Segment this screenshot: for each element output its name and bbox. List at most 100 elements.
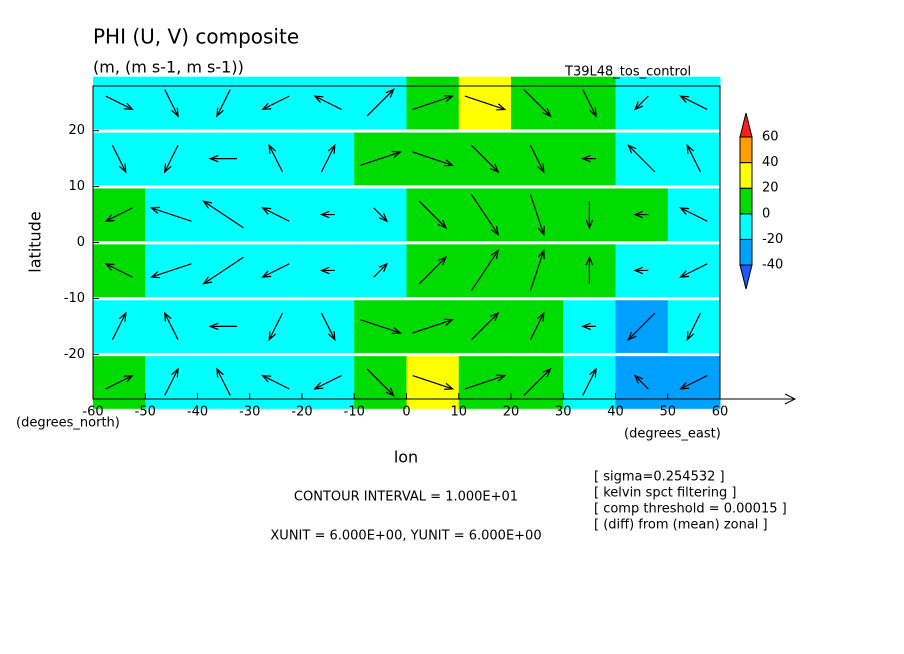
unit-note: XUNIT = 6.000E+00, YUNIT = 6.000E+00	[270, 529, 541, 544]
x-tick-label: 40	[607, 405, 624, 420]
x-tick-label: -30	[239, 405, 260, 420]
y-tick-label: -20	[64, 347, 85, 362]
colorbar-segment	[739, 136, 753, 164]
wind-vector	[320, 143, 336, 173]
wind-vector	[360, 150, 402, 166]
wind-vector	[111, 145, 127, 174]
reference-vector	[720, 393, 797, 405]
wind-vector	[412, 318, 455, 334]
note: [ comp threshold = 0.00015 ]	[594, 502, 787, 517]
wind-vector	[105, 95, 134, 111]
chart-subtitle: (m, (m s-1, m s-1))	[93, 58, 244, 77]
wind-vector	[268, 312, 284, 342]
wind-vector	[261, 374, 290, 390]
wind-vector	[149, 263, 192, 279]
wind-vector	[268, 143, 284, 173]
wind-vector	[471, 144, 500, 174]
wind-vector	[585, 255, 594, 284]
y-tick-label: 20	[68, 123, 85, 138]
x-tick-label: -20	[291, 405, 312, 420]
wind-vector	[319, 210, 335, 219]
wind-vector	[581, 154, 597, 163]
colorbar-label: 0	[762, 206, 770, 221]
wind-vector	[529, 311, 545, 340]
wind-vector	[261, 207, 290, 222]
x-tick-label: -10	[344, 405, 365, 420]
wind-vector	[373, 207, 389, 223]
wind-vector	[319, 266, 335, 275]
note: [ (diff) from (mean) zonal ]	[594, 518, 768, 533]
contour-note: CONTOUR INTERVAL = 1.000E+01	[294, 490, 518, 505]
colorbar-label: 60	[762, 130, 779, 145]
x-axis-label: lon	[394, 448, 418, 467]
wind-vector	[104, 263, 133, 278]
wind-vector	[471, 194, 500, 236]
wind-vector	[633, 95, 649, 111]
wind-vector	[582, 367, 597, 396]
note: [ sigma=0.254532 ]	[594, 470, 725, 485]
wind-vector	[627, 144, 656, 173]
wind-vector	[216, 367, 231, 396]
wind-vector	[164, 367, 179, 396]
wind-vector	[679, 263, 708, 278]
wind-vector	[208, 322, 237, 331]
x-tick-label: -40	[187, 405, 208, 420]
wind-vector	[412, 374, 455, 391]
wind-vector	[679, 375, 708, 390]
wind-vector	[412, 94, 455, 111]
wind-vector	[471, 311, 500, 341]
wind-vector	[529, 248, 545, 291]
x-tick-label: 60	[712, 405, 729, 420]
wind-vector	[585, 201, 594, 230]
y-axis-label: latitude	[26, 211, 45, 272]
x-tick-label: 0	[402, 405, 410, 420]
wind-vector	[373, 262, 389, 278]
wind-vector	[679, 95, 708, 110]
x-tick-label: 30	[555, 405, 572, 420]
wind-vector	[523, 367, 552, 396]
wind-vector	[208, 154, 237, 163]
y-unit-label: (degrees_north)	[16, 416, 120, 431]
wind-vector	[366, 88, 395, 117]
wind-vector	[686, 143, 702, 173]
wind-vector	[633, 266, 649, 275]
wind-vector	[202, 200, 244, 229]
wind-vector	[418, 200, 448, 230]
wind-vector	[163, 311, 179, 340]
x-unit-label: (degrees_east)	[624, 427, 721, 442]
colorbar-segment	[739, 162, 753, 189]
wind-vector	[105, 374, 134, 390]
colorbar-label: -40	[762, 258, 783, 273]
x-tick-label: 20	[503, 405, 520, 420]
wind-vector	[633, 210, 649, 219]
wind-vector	[627, 312, 656, 341]
wind-vector	[164, 89, 179, 118]
colorbar-segment	[739, 187, 753, 215]
wind-vector	[366, 368, 395, 397]
wind-vector	[471, 249, 500, 291]
colorbar-label: -20	[762, 232, 783, 247]
wind-vector	[111, 311, 127, 340]
colorbar-label: 40	[762, 155, 779, 170]
wind-vector	[464, 374, 507, 390]
wind-vector	[633, 374, 649, 390]
chart-title: PHI (U, V) composite	[93, 25, 299, 49]
wind-vector	[412, 151, 455, 167]
wind-vector	[261, 95, 290, 111]
x-tick-label: 10	[450, 405, 467, 420]
colorbar-segment	[739, 264, 753, 290]
wind-vector	[529, 145, 545, 174]
wind-vector	[581, 322, 597, 331]
wind-vector	[464, 95, 507, 111]
x-tick-label: 50	[659, 405, 676, 420]
wind-vector	[313, 95, 342, 110]
wind-vector	[320, 312, 336, 342]
colorbar-label: 20	[762, 181, 779, 196]
colorbar-segment	[739, 213, 753, 240]
x-tick-label: -60	[82, 405, 103, 420]
wind-vector	[261, 263, 290, 278]
wind-vector	[418, 255, 448, 285]
wind-vector	[163, 145, 179, 174]
